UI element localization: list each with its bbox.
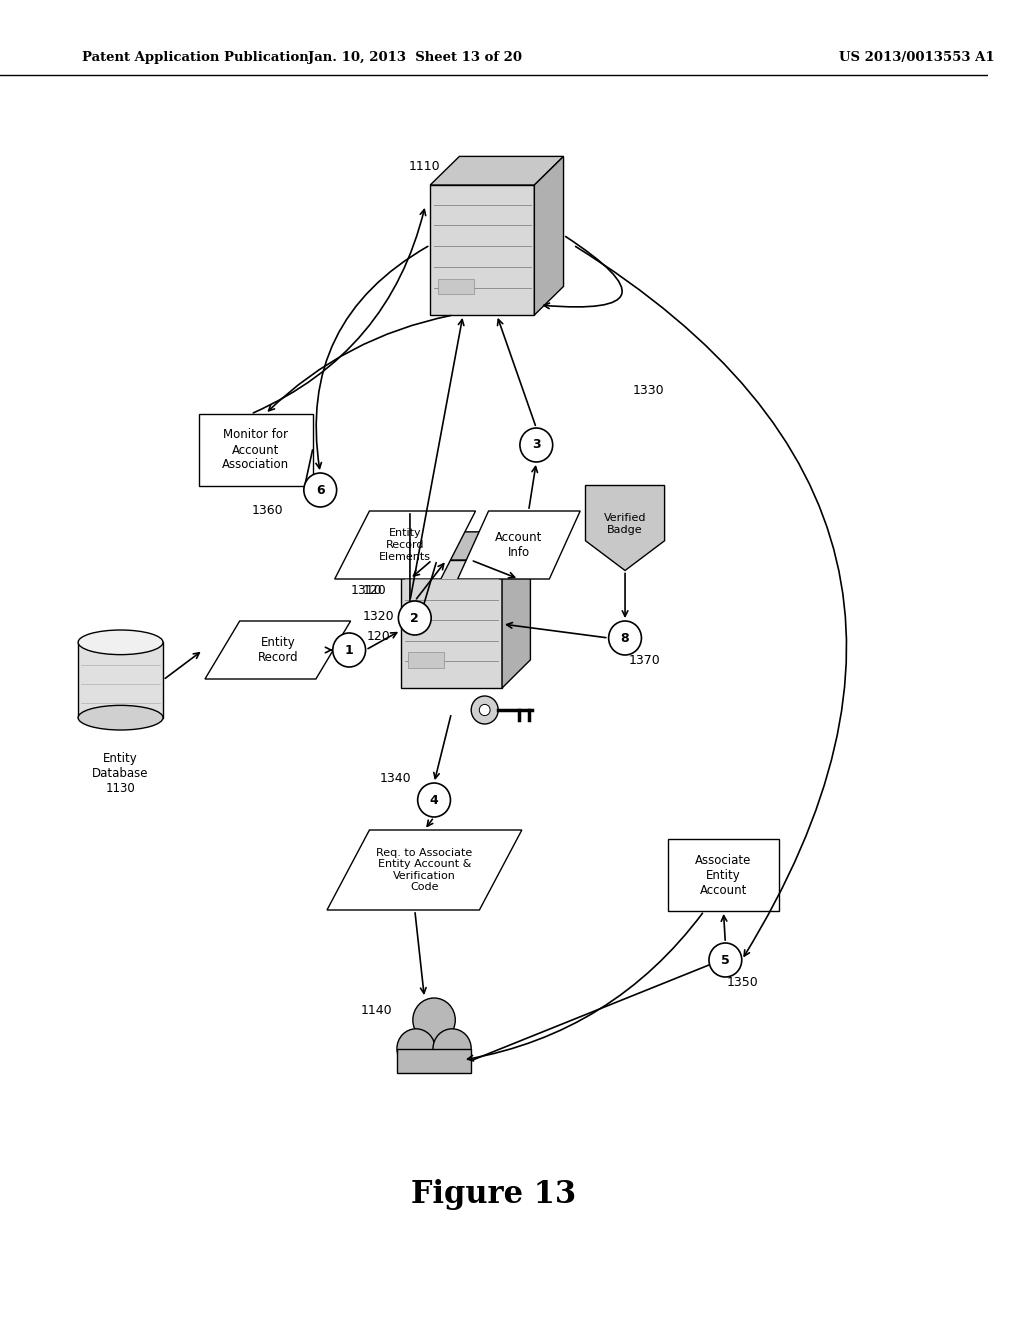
Text: 6: 6 bbox=[316, 483, 325, 496]
Text: Entity
Record
Elements: Entity Record Elements bbox=[379, 528, 431, 561]
Circle shape bbox=[418, 783, 451, 817]
FancyBboxPatch shape bbox=[438, 279, 474, 294]
Text: 1310: 1310 bbox=[351, 583, 382, 597]
Text: Verified
Badge: Verified Badge bbox=[604, 513, 646, 535]
Text: 1350: 1350 bbox=[727, 975, 759, 989]
Text: 1110: 1110 bbox=[409, 161, 440, 173]
Polygon shape bbox=[205, 620, 350, 678]
Text: 1: 1 bbox=[345, 644, 353, 656]
FancyBboxPatch shape bbox=[409, 652, 444, 668]
Polygon shape bbox=[397, 1048, 471, 1073]
Circle shape bbox=[304, 473, 337, 507]
Text: 120: 120 bbox=[367, 630, 390, 643]
Text: 120: 120 bbox=[362, 583, 386, 597]
Text: Entity
Record: Entity Record bbox=[257, 636, 298, 664]
Text: 1360: 1360 bbox=[251, 503, 283, 516]
Circle shape bbox=[333, 634, 366, 667]
Text: 3: 3 bbox=[532, 438, 541, 451]
Polygon shape bbox=[502, 532, 530, 688]
Circle shape bbox=[397, 1028, 435, 1068]
Polygon shape bbox=[400, 532, 530, 560]
Text: 1370: 1370 bbox=[629, 653, 660, 667]
Text: Associate
Entity
Account: Associate Entity Account bbox=[695, 854, 752, 896]
FancyBboxPatch shape bbox=[78, 643, 163, 718]
Text: 1330: 1330 bbox=[633, 384, 664, 396]
Text: Account
Info: Account Info bbox=[496, 531, 543, 558]
Text: US 2013/0013553 A1: US 2013/0013553 A1 bbox=[840, 51, 994, 65]
Polygon shape bbox=[586, 486, 665, 570]
Polygon shape bbox=[458, 511, 581, 579]
FancyBboxPatch shape bbox=[199, 414, 312, 486]
Ellipse shape bbox=[78, 630, 163, 655]
Circle shape bbox=[398, 601, 431, 635]
Text: Patent Application Publication: Patent Application Publication bbox=[82, 51, 309, 65]
Text: Entity
Database
1130: Entity Database 1130 bbox=[92, 752, 148, 795]
FancyBboxPatch shape bbox=[668, 840, 779, 911]
Text: 2: 2 bbox=[411, 611, 419, 624]
Text: 1340: 1340 bbox=[380, 771, 412, 784]
Circle shape bbox=[709, 942, 741, 977]
Ellipse shape bbox=[78, 705, 163, 730]
Polygon shape bbox=[535, 156, 563, 315]
Polygon shape bbox=[430, 185, 535, 315]
Polygon shape bbox=[430, 156, 563, 185]
Polygon shape bbox=[400, 560, 502, 688]
Circle shape bbox=[479, 705, 490, 715]
Circle shape bbox=[471, 696, 499, 723]
Polygon shape bbox=[335, 511, 475, 579]
Circle shape bbox=[413, 998, 456, 1041]
Text: 5: 5 bbox=[721, 953, 730, 966]
Text: Req. to Associate
Entity Account &
Verification
Code: Req. to Associate Entity Account & Verif… bbox=[376, 847, 472, 892]
Circle shape bbox=[520, 428, 553, 462]
Text: 4: 4 bbox=[430, 793, 438, 807]
Polygon shape bbox=[327, 830, 522, 909]
Text: Figure 13: Figure 13 bbox=[412, 1180, 577, 1210]
Circle shape bbox=[608, 620, 641, 655]
Text: 1140: 1140 bbox=[360, 1003, 392, 1016]
Text: Jan. 10, 2013  Sheet 13 of 20: Jan. 10, 2013 Sheet 13 of 20 bbox=[308, 51, 522, 65]
Text: 1320: 1320 bbox=[362, 610, 394, 623]
Circle shape bbox=[433, 1028, 471, 1068]
Text: Monitor for
Account
Association: Monitor for Account Association bbox=[222, 429, 289, 471]
Text: 8: 8 bbox=[621, 631, 630, 644]
